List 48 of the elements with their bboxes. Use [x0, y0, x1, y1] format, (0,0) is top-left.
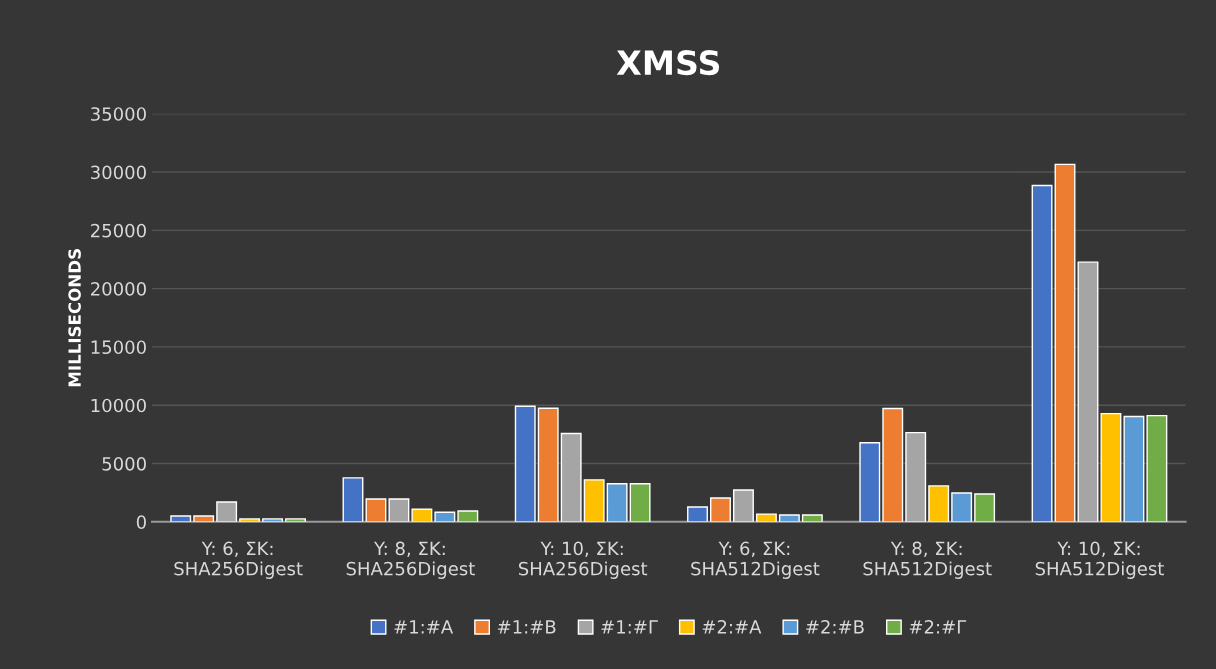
x-tick-label: Y: 6, ΣK: SHA512Digest	[691, 541, 820, 579]
bar	[859, 442, 881, 522]
bar	[710, 497, 731, 522]
bar	[755, 513, 777, 522]
bar	[882, 407, 904, 522]
x-tick-label: Y: 6, ΣK: SHA256Digest	[174, 541, 303, 579]
y-tick-label: 15000	[91, 340, 146, 355]
bar	[778, 514, 800, 522]
bar	[606, 482, 628, 522]
bar	[1031, 184, 1053, 522]
y-axis-title: MILLISECONDS	[68, 249, 81, 387]
y-tick-label: 20000	[91, 282, 146, 296]
chart-title: XMSS	[616, 50, 720, 76]
bar	[928, 485, 950, 522]
bar	[1054, 163, 1076, 522]
legend-label: #2:#A	[702, 620, 762, 634]
legend-label: #1:#B	[497, 620, 556, 634]
bar	[1123, 415, 1145, 522]
bar	[537, 407, 559, 522]
bar	[1100, 412, 1122, 522]
y-tick-label: 25000	[91, 223, 146, 238]
bar	[170, 515, 192, 522]
bar	[974, 493, 996, 522]
bar	[365, 498, 387, 522]
legend-label: #1:#Γ	[601, 620, 658, 634]
bar	[342, 477, 364, 522]
x-tick-label: Y: 8, ΣK: SHA512Digest	[863, 541, 992, 579]
bar	[629, 482, 651, 522]
bar	[801, 514, 823, 522]
bar	[193, 515, 215, 522]
legend-label: #1:#A	[394, 620, 454, 634]
x-tick-label: Y: 10, ΣK: SHA256Digest	[518, 541, 648, 579]
legend-label: #2:#B	[806, 620, 864, 634]
y-tick-label: 30000	[91, 165, 146, 180]
bar	[1146, 414, 1168, 522]
legend-label: #2:#Γ	[909, 620, 967, 634]
x-tick-label: Y: 8, ΣK: SHA256Digest	[346, 541, 475, 579]
bar	[411, 508, 433, 522]
bar	[687, 506, 708, 522]
y-tick-label: 0	[136, 515, 146, 529]
bar	[457, 510, 479, 522]
bar	[514, 405, 536, 522]
bar	[951, 492, 973, 522]
x-tick-label: Y: 10, ΣK: SHA512Digest	[1035, 541, 1164, 579]
y-tick-label: 35000	[91, 107, 146, 121]
bar	[583, 479, 605, 522]
y-tick-label: 10000	[91, 398, 146, 413]
y-tick-label: 5000	[102, 456, 146, 471]
